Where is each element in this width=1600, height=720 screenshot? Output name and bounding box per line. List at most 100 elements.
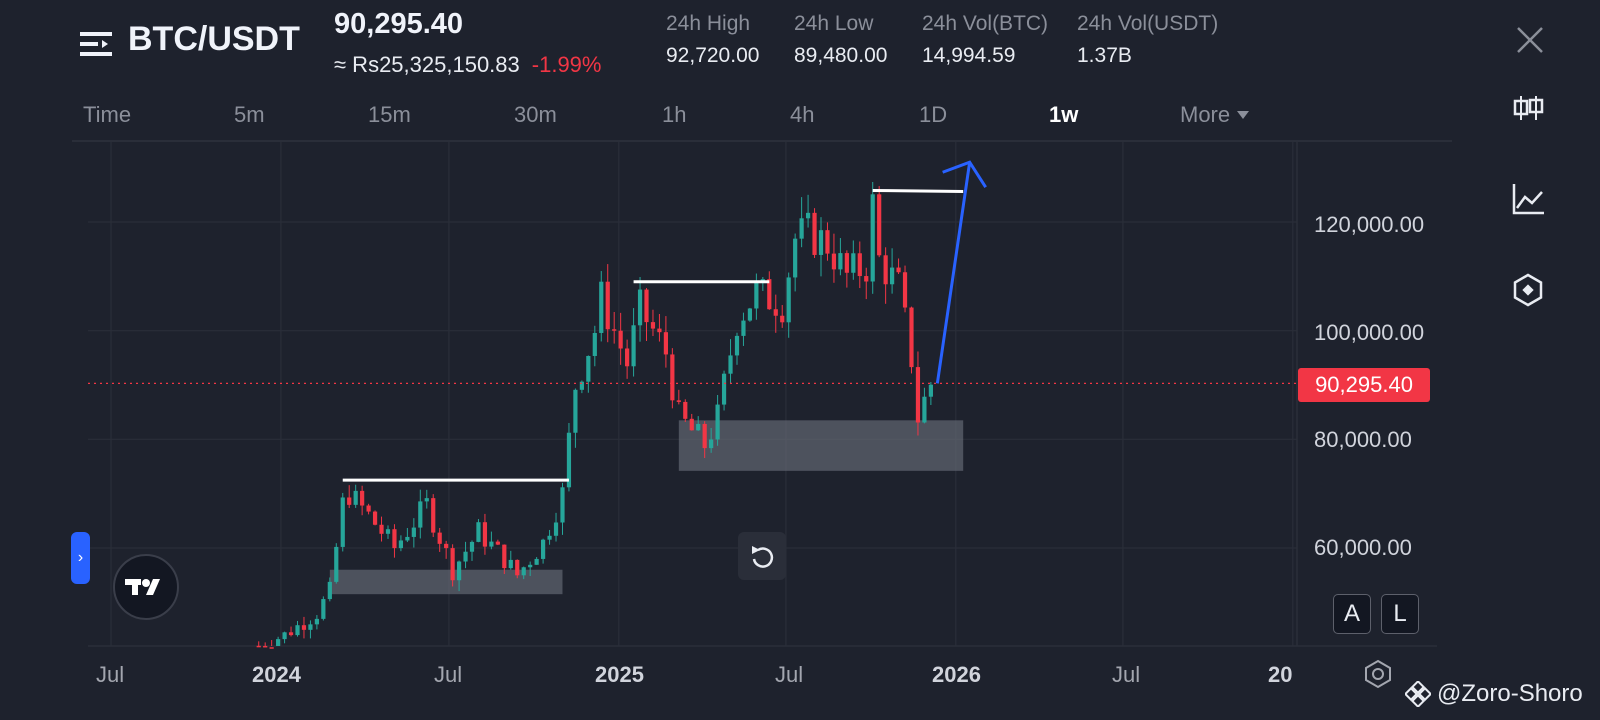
candle-body [437, 532, 442, 544]
candle-body [353, 490, 358, 505]
candle-body [288, 632, 294, 636]
candlestick-icon[interactable] [1508, 88, 1548, 128]
settings-icon[interactable] [1362, 658, 1394, 695]
candle-body [566, 432, 572, 488]
candle-body [689, 418, 694, 431]
candle-body [379, 524, 384, 534]
candle-body [909, 307, 914, 368]
candle-body [431, 498, 436, 533]
candle-body [767, 279, 772, 310]
tradingview-logo[interactable] [113, 554, 179, 620]
candle-body [456, 561, 462, 581]
candle-body [366, 505, 371, 512]
current-price-tag: 90,295.40 [1298, 368, 1430, 402]
candle-body [857, 253, 862, 277]
watermark-text: @Zoro-Shoro [1437, 680, 1583, 707]
tab-15m[interactable]: 15m [368, 102, 411, 127]
x-label: Jul [1112, 662, 1141, 687]
candle-body [851, 253, 856, 273]
candle-body [844, 253, 849, 273]
x-label: 2025 [595, 662, 644, 687]
candle-body [476, 522, 481, 542]
candle-body [812, 212, 817, 255]
x-label: Jul [434, 662, 463, 687]
fiat-price: ≈ Rs25,325,150.83 [334, 52, 520, 77]
indicators-icon[interactable] [1508, 180, 1548, 220]
x-label: 20 [1268, 662, 1293, 687]
candle-body [314, 618, 319, 625]
candle-body [276, 639, 281, 646]
chart-overlay [88, 160, 1297, 384]
x-label: 2026 [932, 662, 981, 687]
candle-body [657, 328, 662, 333]
candle-body [540, 539, 546, 559]
candle-body [825, 230, 830, 254]
tab-4h[interactable]: 4h [790, 102, 815, 127]
tab-time[interactable]: Time [83, 102, 132, 127]
y-label-120k: 120,000.00 [1314, 212, 1425, 237]
stat-low-label: 24h Low [794, 12, 874, 35]
tab-1d[interactable]: 1D [919, 102, 948, 127]
candle-body [321, 599, 326, 619]
candle-body [683, 401, 688, 419]
candle-body [922, 396, 927, 423]
tab-1w[interactable]: 1w [1049, 102, 1079, 127]
symbol-header[interactable]: BTC/USDT [80, 20, 300, 59]
candle-body [928, 384, 933, 397]
candle-body [786, 277, 791, 323]
candle-body [521, 567, 526, 576]
candle-body [696, 423, 701, 431]
candle-body [605, 281, 610, 330]
log-scale-button[interactable]: L [1381, 594, 1419, 634]
candle-body [721, 373, 727, 405]
reset-chart-button[interactable] [738, 532, 786, 580]
resistance-line [872, 188, 964, 193]
tab-5m[interactable]: 5m [234, 102, 265, 127]
stat-vol-btc-value: 14,994.59 [922, 44, 1016, 67]
candle-body [489, 541, 494, 547]
candle-body [715, 404, 720, 440]
menu-icon[interactable] [80, 27, 112, 56]
projection-arrow-shaft [935, 162, 972, 384]
candle-body [625, 348, 630, 367]
candle-body [340, 497, 345, 547]
candle-body [592, 332, 597, 356]
candle-body [360, 490, 365, 506]
change-percent: -1.99% [531, 52, 602, 77]
candle-body [747, 308, 753, 321]
candle-body [301, 625, 307, 630]
tabs-divider [72, 140, 1452, 142]
candle-body [308, 624, 313, 630]
candle-body [411, 527, 416, 537]
projection-arrow-head [942, 160, 987, 189]
candle-body [502, 544, 507, 569]
candle-body [702, 423, 707, 449]
x-label: Jul [96, 662, 125, 687]
tab-1h[interactable]: 1h [662, 102, 687, 127]
y-label-100k: 100,000.00 [1314, 320, 1425, 345]
candle-body [883, 255, 888, 285]
candles [256, 181, 933, 649]
tab-more[interactable]: More [1180, 102, 1250, 128]
auto-scale-button[interactable]: A [1333, 594, 1371, 634]
candle-body [650, 322, 656, 329]
stat-high-value: 92,720.00 [666, 44, 760, 67]
candle-body [586, 355, 591, 382]
candle-body [495, 541, 500, 545]
candle-body [405, 536, 410, 541]
settings-hexagon-icon[interactable] [1508, 270, 1548, 310]
tab-30m[interactable]: 30m [514, 102, 557, 127]
candle-body [385, 529, 391, 534]
candle-body [877, 194, 882, 256]
stat-vol-usdt-label: 24h Vol(USDT) [1077, 12, 1219, 35]
expand-panel-tab[interactable]: › [71, 532, 90, 584]
candle-body [896, 267, 901, 273]
candle-body [282, 632, 287, 640]
candle-body [741, 320, 746, 336]
candle-body [631, 325, 636, 367]
candle-body [644, 289, 649, 323]
candle-body [515, 559, 520, 576]
close-icon[interactable] [1512, 22, 1548, 58]
candle-body [637, 289, 643, 326]
